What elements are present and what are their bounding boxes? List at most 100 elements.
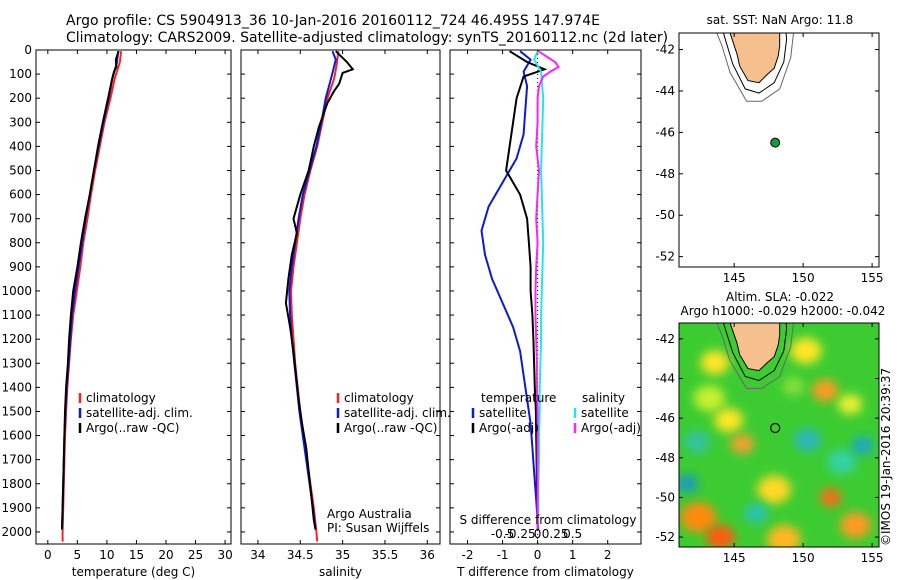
x-tick-label: -1 (497, 548, 509, 562)
header-line-1: Argo profile: CS 5904913_36 10-Jan-2016 … (66, 13, 600, 29)
y-tick-label: 900 (9, 260, 32, 274)
top-axis-tick-label: 0.5 (563, 527, 582, 541)
legend-entry: satellite-adj. clim. (344, 406, 451, 420)
heatmap-blob (827, 449, 857, 474)
y-tick-label: 1600 (1, 429, 32, 443)
top-axis-tick-label: -0.5 (491, 527, 514, 541)
heatmap-blob (680, 502, 717, 533)
x-tick-label: 0 (534, 548, 542, 562)
y-tick-label: 1800 (1, 477, 32, 491)
legend-title-temperature: temperature (481, 391, 556, 405)
x-tick-label: 0 (44, 548, 52, 562)
heatmap-blob (683, 430, 711, 453)
x-axis-label: temperature (deg C) (72, 565, 195, 579)
legend-entry: satellite (581, 406, 629, 420)
tasmania-land (729, 323, 781, 372)
heatmap-blob (700, 350, 730, 375)
shelf-contour (722, 33, 788, 94)
series-line-temperature-satellite (480, 50, 540, 530)
x-tick-label: 1 (569, 548, 577, 562)
plot-frame (449, 49, 642, 545)
heatmap-blob (705, 525, 735, 547)
y-tick-label: -52 (655, 530, 675, 544)
y-tick-label: 1700 (1, 453, 32, 467)
x-tick-label: 10 (99, 548, 114, 562)
top-axis-tick-label: -0.25 (505, 527, 536, 541)
legend-title-salinity: salinity (582, 391, 625, 405)
series-line-satellite-adj-clim- (288, 50, 337, 530)
heatmap-blob (819, 488, 842, 507)
map-frame (678, 32, 880, 268)
argo-position-marker (770, 137, 781, 148)
y-tick-label: 1200 (1, 332, 32, 346)
heatmap-blob (812, 379, 839, 402)
heatmap-blob (851, 436, 874, 455)
x-tick-label: 15 (129, 548, 144, 562)
x-tick-label: 155 (861, 271, 884, 285)
heatmap-blob (839, 512, 872, 539)
y-tick-label: 400 (9, 139, 32, 153)
y-tick-label: 600 (9, 188, 32, 202)
y-tick-label: -48 (655, 167, 675, 181)
x-tick-label: 34 (250, 548, 265, 562)
x-tick-label: 30 (217, 548, 232, 562)
heatmap-blob (767, 525, 801, 547)
y-tick-label: -48 (655, 451, 675, 465)
y-tick-label: 2000 (1, 525, 32, 539)
y-tick-label: 700 (9, 212, 32, 226)
heatmap-blob (838, 394, 863, 415)
salinity-profile-panel: 34 34.5 35 35.5 36 salinity climatologysatelli… (240, 49, 451, 579)
y-tick-label: 100 (9, 67, 32, 81)
x-tick-label: 5 (74, 548, 82, 562)
heatmap-blob (730, 433, 755, 454)
difference-profile-panel: -2 -1 0 1 2 T difference from climatology temp… (449, 49, 642, 579)
y-tick-label: 300 (9, 115, 32, 129)
series-line-salinity-satellite (532, 50, 545, 530)
series-line-temperature-argo-adj- (505, 50, 548, 530)
y-tick-label: -50 (655, 208, 675, 222)
y-tick-label: -46 (655, 125, 675, 139)
x-axis-label: T difference from climatology (456, 565, 634, 579)
y-tick-label: 1500 (1, 404, 32, 418)
legend-entry: climatology (86, 391, 156, 405)
legend-entry: climatology (344, 391, 414, 405)
argo-position-marker (770, 422, 781, 434)
x-tick-label: 20 (158, 548, 173, 562)
y-tick-label: -44 (655, 372, 675, 386)
legend-entry: satellite (479, 406, 527, 420)
y-tick-label: 500 (9, 163, 32, 177)
y-tick-label: 1300 (1, 356, 32, 370)
top-axis-tick-label: 0 (534, 527, 542, 541)
y-tick-label: -50 (655, 490, 675, 504)
annotation-line: Argo Australia (327, 507, 412, 521)
top-axis-tick-label: 0.25 (542, 527, 569, 541)
legend-entry: Argo(..raw -QC) (86, 421, 179, 435)
x-tick-label: 145 (723, 551, 746, 565)
x-tick-label: 35 (335, 548, 350, 562)
x-tick-label: -2 (462, 548, 474, 562)
x-tick-label: 25 (188, 548, 203, 562)
map-subtitle: Argo h1000: -0.029 h2000: -0.042 (681, 304, 886, 318)
heatmap-blob (693, 385, 725, 412)
legend-entry: Argo(..raw -QC) (344, 421, 437, 435)
legend-entry: satellite-adj. clim. (86, 406, 193, 420)
sla-map-panel: 145 150 155 -42 -44 -46 -48 -50 -52 Altim. SLA: -… (655, 290, 885, 565)
y-tick-label: -42 (655, 43, 675, 57)
x-tick-label: 34.5 (287, 548, 314, 562)
x-tick-label: 150 (792, 551, 815, 565)
plot-frame (240, 49, 441, 545)
x-tick-label: 150 (792, 271, 815, 285)
top-axis-label: S difference from climatology (460, 513, 637, 527)
header-line-2: Climatology: CARS2009. Satellite-adjuste… (66, 30, 668, 46)
heatmap-blob (782, 377, 805, 396)
series-line-argo-raw-qc- (61, 50, 120, 530)
series-line-salinity-argo-adj- (534, 50, 561, 530)
heatmap-blob (790, 337, 822, 364)
map-title: Altim. SLA: -0.022 (726, 290, 834, 304)
depth-contour (716, 33, 794, 102)
x-tick-label: 145 (723, 271, 746, 285)
y-tick-label: -44 (655, 84, 675, 98)
y-tick-label: -42 (655, 332, 675, 346)
heatmap-cells (679, 337, 874, 547)
